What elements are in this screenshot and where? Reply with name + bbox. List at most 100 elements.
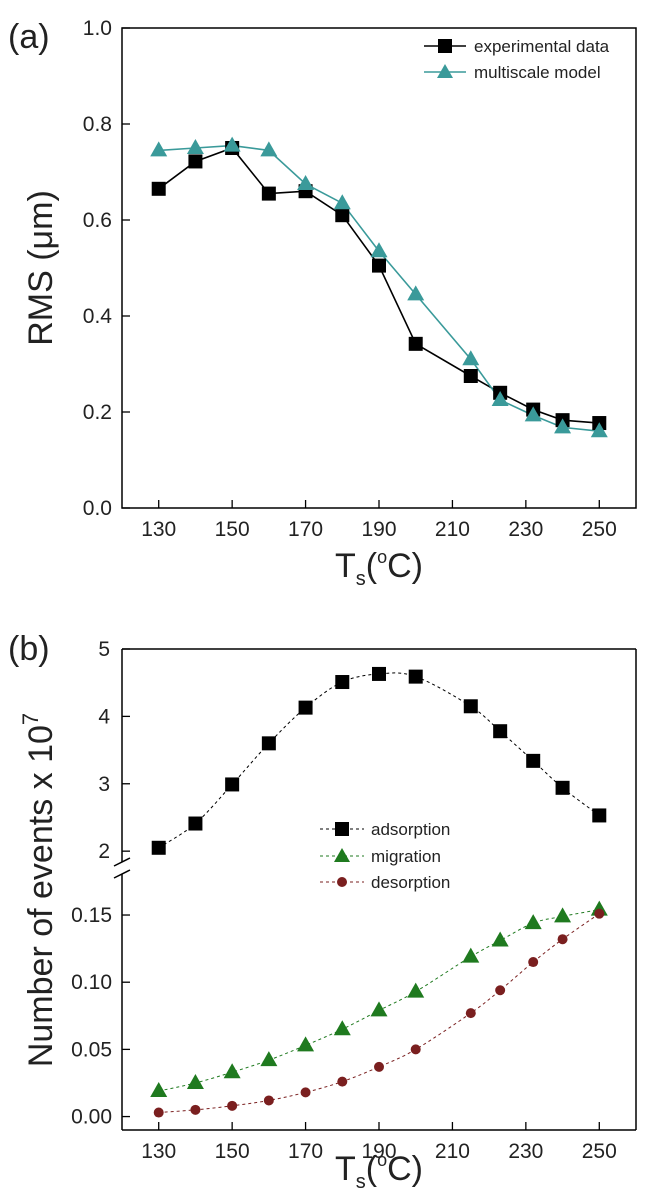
data-point-adsorption [335, 675, 350, 690]
data-point-desorption [227, 1100, 238, 1111]
panel-a-label: (a) [8, 18, 50, 56]
y-tick-label-upper: 2 [98, 840, 110, 863]
data-point-experimental-data [463, 369, 478, 383]
legend-migration-marker [334, 848, 350, 862]
data-point-migration [150, 1082, 168, 1098]
data-point-migration [554, 907, 572, 923]
panel-b-x-axis-label: Ts(oC) [335, 1150, 423, 1189]
y-tick-label: 0.2 [83, 401, 112, 424]
panel-a-series-lines [158, 144, 600, 432]
data-point-adsorption [151, 840, 166, 855]
data-point-migration [462, 947, 480, 963]
data-point-multiscale-model [462, 350, 480, 366]
panel-b-series-markers [150, 666, 608, 1118]
panel-a-y-axis-label: RMS (μm) [22, 190, 60, 346]
x-tick-label: 130 [141, 518, 176, 541]
x-tick-label: 250 [582, 1140, 617, 1163]
x-tick-label: 130 [141, 1140, 176, 1163]
x-tick-label: 230 [508, 1140, 543, 1163]
data-point-migration [491, 931, 509, 947]
data-point-experimental-data [261, 186, 276, 201]
data-point-multiscale-model [524, 406, 542, 422]
x-tick-label: 230 [508, 518, 543, 541]
y-tick-label: 0.8 [83, 113, 112, 136]
data-point-desorption [263, 1095, 274, 1106]
data-point-migration [407, 982, 425, 998]
data-point-multiscale-model [333, 194, 351, 210]
y-tick-label-lower: 0.05 [71, 1038, 112, 1061]
panel-b-legend: adsorption migration desorption [320, 820, 450, 892]
legend-adsorption-marker [335, 822, 349, 836]
y-tick-label: 0.0 [83, 497, 112, 520]
data-point-desorption [153, 1107, 164, 1118]
data-point-adsorption [372, 666, 386, 681]
data-point-migration [260, 1051, 278, 1067]
x-tick-label: 150 [215, 1140, 250, 1163]
panel-a-series-markers [150, 136, 608, 438]
data-point-migration [223, 1063, 241, 1079]
legend-experimental-marker [438, 39, 452, 53]
data-point-migration [524, 914, 542, 930]
panel-a-x-axis-label: Ts(oC) [335, 547, 423, 590]
data-point-experimental-data [372, 258, 386, 273]
data-point-adsorption [408, 669, 423, 684]
data-point-desorption [557, 934, 568, 945]
data-point-multiscale-model [186, 139, 204, 154]
x-tick-label: 170 [288, 518, 323, 541]
data-point-adsorption [555, 780, 570, 795]
data-point-multiscale-model [223, 136, 241, 152]
data-point-multiscale-model [370, 242, 388, 258]
data-point-desorption [465, 1008, 476, 1019]
legend-migration-label: migration [371, 847, 441, 866]
data-point-desorption [337, 1076, 348, 1087]
data-point-adsorption [526, 753, 541, 768]
data-point-multiscale-model [554, 418, 572, 434]
data-point-multiscale-model [491, 391, 509, 406]
data-point-multiscale-model [297, 175, 315, 190]
legend-desorption-label: desorption [371, 873, 450, 892]
y-tick-label-upper: 5 [98, 638, 110, 661]
data-point-migration [370, 1001, 388, 1017]
legend-desorption-marker [337, 877, 347, 887]
data-point-experimental-data [188, 154, 203, 169]
panel-b-ticks: 130 150 170 190 210 230 250 2 3 4 5 0.00 0.05 0.10 0.1… [71, 638, 617, 1163]
legend-adsorption-label: adsorption [371, 820, 450, 839]
data-point-multiscale-model [407, 285, 425, 301]
x-tick-label: 170 [288, 1140, 323, 1163]
panel-a-legend: experimental data multiscale model [424, 37, 610, 82]
y-tick-label: 0.6 [83, 209, 112, 232]
data-point-multiscale-model [260, 141, 278, 157]
x-tick-label: 250 [582, 518, 617, 541]
data-point-desorption [528, 957, 539, 968]
y-tick-label: 1.0 [83, 17, 112, 40]
data-point-desorption [495, 985, 506, 996]
y-tick-label: 0.4 [83, 305, 113, 328]
data-point-experimental-data [335, 208, 350, 223]
data-point-multiscale-model [150, 141, 168, 157]
data-point-desorption [190, 1104, 201, 1115]
series-line-multiscale-model [158, 144, 600, 432]
y-tick-label-upper: 3 [98, 773, 110, 796]
data-point-migration [333, 1020, 351, 1036]
data-point-adsorption [592, 808, 607, 823]
panel-b-y-axis-label: Number of events x 107 [18, 713, 60, 1067]
panel-b-series-lines [158, 672, 600, 1114]
data-point-migration [297, 1036, 315, 1052]
data-point-multiscale-model [590, 422, 608, 438]
data-point-desorption [594, 908, 605, 919]
y-tick-label-lower: 0.10 [71, 971, 112, 994]
axis-break-mark-bottom [113, 869, 131, 879]
y-tick-label-lower: 0.00 [71, 1106, 112, 1129]
y-tick-label-lower: 0.15 [71, 904, 112, 927]
data-point-desorption [300, 1087, 311, 1098]
x-tick-label: 150 [215, 518, 250, 541]
data-point-adsorption [298, 700, 313, 715]
panel-b-label: (b) [8, 630, 50, 668]
data-point-experimental-data [151, 181, 166, 196]
legend-multiscale-marker [437, 64, 453, 78]
data-point-migration [186, 1073, 204, 1089]
panel-a-ticks: 130 150 170 190 210 230 250 0.0 0.2 0.4 0.6 0.8 1.0 [83, 17, 617, 541]
x-tick-label: 210 [435, 1140, 470, 1163]
data-point-experimental-data [408, 336, 423, 351]
